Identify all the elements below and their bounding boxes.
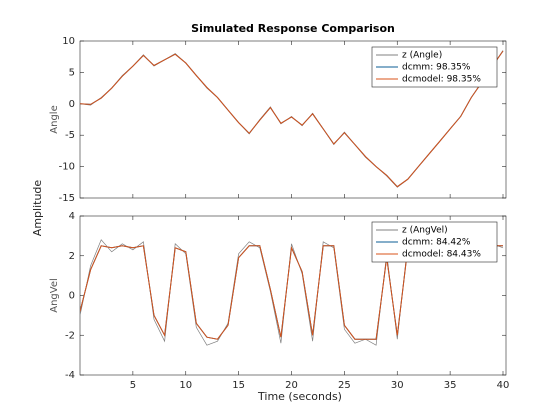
y-tick-label: 0 [69,99,75,110]
legend [371,46,498,88]
y-axis-label: Amplitude [31,180,44,237]
y-tick-label: 10 [62,36,75,47]
x-tick-label: 25 [338,380,351,391]
y-tick-label: -10 [59,162,75,173]
y-tick-label: 0 [69,291,75,302]
y-tick-label: -2 [65,330,75,341]
y-axis-label: Angle [49,105,60,133]
x-tick-label: 30 [391,380,404,391]
x-tick-label: 15 [232,380,245,391]
series-line [80,50,504,188]
legend-label: dcmodel: 98.35% [402,75,481,85]
x-tick-label: 10 [179,380,192,391]
y-tick-label: -4 [65,370,75,381]
x-tick-label: 5 [130,380,136,391]
y-tick-label: 4 [69,211,75,222]
x-tick-label: 40 [497,380,510,391]
x-tick-label: 20 [285,380,298,391]
legend-label: dcmm: 84.42% [402,238,471,248]
x-axis-label: Time (seconds) [257,390,342,403]
y-tick-label: -15 [59,193,75,204]
chart-title: Simulated Response Comparison [191,22,395,35]
legend-label: dcmm: 98.35% [402,63,471,73]
y-axis-label: AngVel [49,278,60,313]
legend-label: z (AngVel) [402,226,448,236]
y-tick-label: 5 [69,67,75,78]
y-tick-label: -5 [65,130,75,141]
legend-label: dcmodel: 84.43% [402,250,481,260]
y-tick-label: 2 [69,251,75,262]
x-tick-label: 35 [444,380,457,391]
legend-label: z (Angle) [402,51,442,61]
